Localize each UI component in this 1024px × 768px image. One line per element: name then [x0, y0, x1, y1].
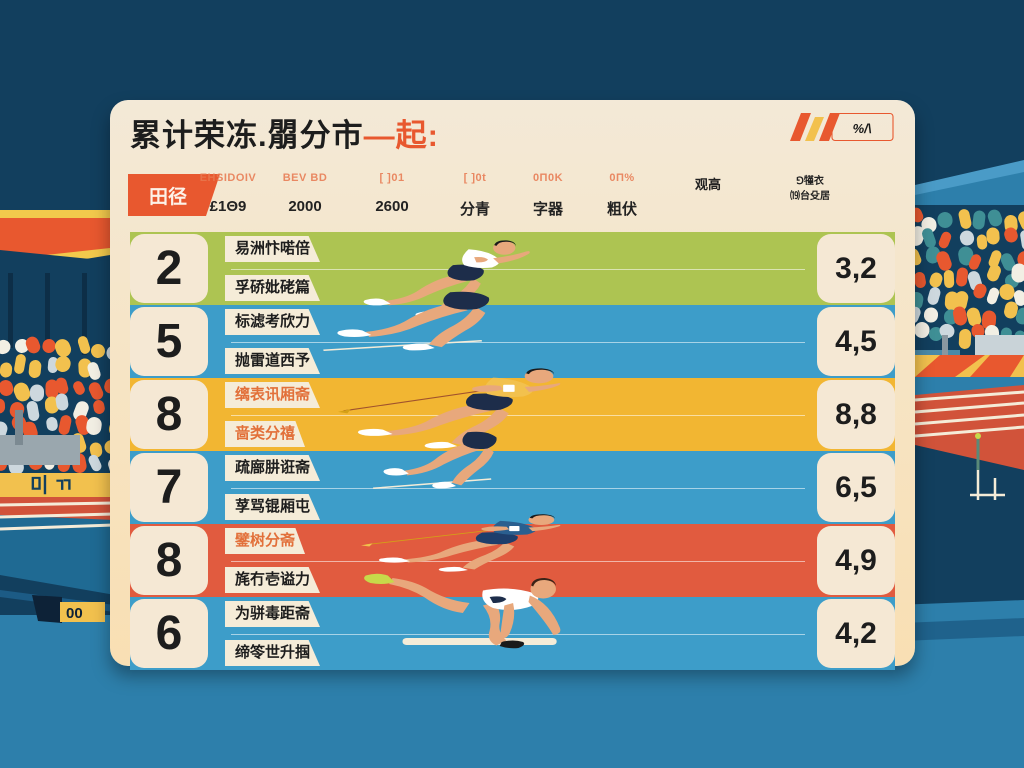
svg-text:田径: 田径 — [149, 186, 187, 208]
svg-text:00: 00 — [66, 605, 83, 622]
svg-text:미 ㄲ: 미 ㄲ — [30, 474, 72, 497]
svg-text:%/\: %/\ — [853, 121, 872, 136]
